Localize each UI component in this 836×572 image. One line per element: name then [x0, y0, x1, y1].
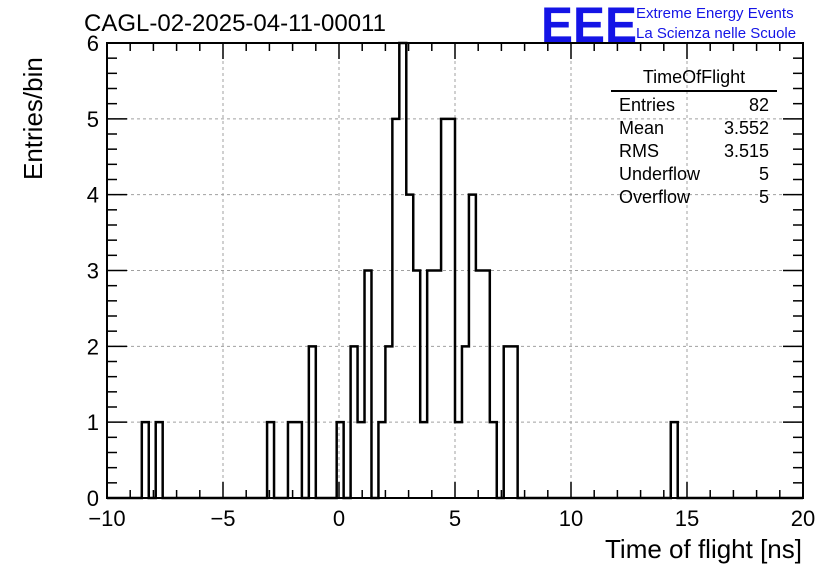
eee-logo: EEE — [541, 2, 637, 46]
stats-label: Overflow — [619, 187, 691, 207]
stats-label: Mean — [619, 118, 665, 138]
y-tick-label: 1 — [87, 410, 99, 435]
x-axis-label: Time of flight [ns] — [605, 534, 802, 564]
branding-line-1: Extreme Energy Events — [636, 5, 794, 22]
stats-title: TimeOfFlight — [611, 66, 777, 92]
stats-row-overflow: Overflow 5 — [611, 186, 777, 209]
y-tick-label: 2 — [87, 334, 99, 359]
stats-row-mean: Mean 3.552 — [611, 117, 777, 140]
y-tick-label: 4 — [87, 183, 99, 208]
y-tick-label: 3 — [87, 259, 99, 284]
x-tick-label: 10 — [559, 506, 583, 531]
stats-row-rms: RMS 3.515 — [611, 140, 777, 163]
plot-title: CAGL-02-2025-04-11-00011 — [84, 10, 386, 37]
stats-value: 5 — [758, 187, 769, 207]
stats-value: 3.552 — [723, 118, 769, 138]
x-tick-label: −5 — [210, 506, 235, 531]
stats-row-entries: Entries 82 — [611, 94, 777, 117]
x-tick-label: −10 — [88, 506, 125, 531]
stats-label: RMS — [619, 141, 659, 161]
stats-value: 82 — [748, 95, 769, 115]
stats-row-underflow: Underflow 5 — [611, 163, 777, 186]
x-tick-label: 5 — [449, 506, 461, 531]
stats-value: 3.515 — [723, 141, 769, 161]
y-tick-label: 0 — [87, 486, 99, 511]
plot-frame — [106, 42, 804, 499]
eee-logo-text: EEE — [541, 2, 637, 46]
branding-line-2: La Scienza nelle Scuole — [636, 25, 797, 42]
y-tick-labels: 0 1 2 3 4 5 6 — [87, 31, 99, 511]
stats-label: Underflow — [619, 164, 701, 184]
y-tick-label: 6 — [87, 31, 99, 56]
x-tick-label: 0 — [333, 506, 345, 531]
stats-box: TimeOfFlight Entries 82 Mean 3.552 RMS 3… — [611, 66, 777, 209]
x-tick-label: 20 — [791, 506, 815, 531]
x-tick-labels: −10 −5 0 5 10 15 20 — [88, 506, 815, 531]
stats-label: Entries — [619, 95, 676, 115]
stats-value: 5 — [758, 164, 769, 184]
branding-text: Extreme Energy Events La Scienza nelle S… — [636, 4, 796, 44]
y-tick-label: 5 — [87, 107, 99, 132]
x-tick-label: 15 — [675, 506, 699, 531]
